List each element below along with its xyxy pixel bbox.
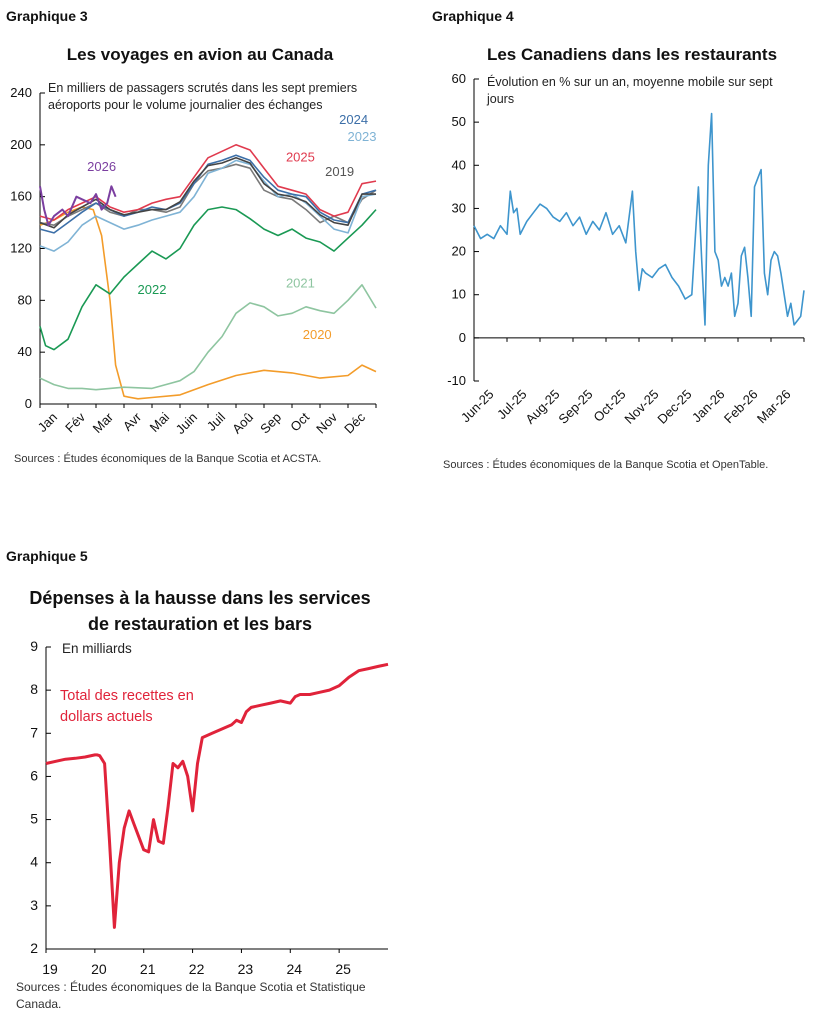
y-tick-label-g4: 30: [452, 200, 466, 215]
series-line-g3-5: [39, 154, 377, 234]
x-tick-label-g5: 21: [140, 961, 156, 977]
y-tick-label-g4: 10: [452, 287, 466, 302]
series-label-g3-3: 2025: [286, 150, 315, 165]
y-tick-label-g5: 3: [30, 897, 38, 913]
series-line-g3-8: [39, 185, 117, 227]
series-label-g3-2: 2023: [348, 129, 377, 144]
series-label-g3-4: 2019: [325, 164, 354, 179]
series-label-g3-1: 2024: [339, 112, 368, 127]
chart-subtitle-g5: En milliards: [62, 641, 132, 656]
y-tick-label-g5: 7: [30, 724, 38, 740]
series-line-g3-7: [39, 157, 376, 229]
chart-subtitle-g4: Évolution en % sur un an, moyenne mobile…: [487, 75, 773, 106]
y-tick-label-g3: 0: [25, 396, 32, 411]
chart-title-g4: Les Canadiens dans les restaurants: [486, 45, 778, 64]
x-tick-label-g5: 19: [42, 961, 58, 977]
y-tick-label-g5: 8: [30, 681, 38, 697]
figure-label-g5: Graphique 5: [6, 548, 88, 564]
y-tick-label-g4: 50: [452, 114, 466, 129]
chart-title-g5: Dépenses à la hausse dans les services d…: [29, 588, 371, 634]
chart-subtitle-g3: En milliers de passagers scrutés dans le…: [48, 81, 358, 112]
x-tick-label-g5: 22: [189, 961, 205, 977]
series-label-g3-5: 2022: [138, 282, 167, 297]
series-label-g3-7: 2020: [303, 327, 332, 342]
y-tick-label-g4: 40: [452, 157, 466, 172]
x-tick-label-g5: 24: [286, 961, 302, 977]
x-tick-label-g5: 23: [238, 961, 254, 977]
series-line-g3-4: [39, 159, 377, 252]
y-tick-label-g3: 80: [18, 292, 32, 307]
series-line-g3-0: [39, 206, 377, 400]
y-tick-label-g5: 2: [30, 940, 38, 956]
y-tick-label-g3: 40: [18, 344, 32, 359]
x-tick-label-g5: 25: [335, 961, 351, 977]
y-tick-label-g4: 20: [452, 244, 466, 259]
y-tick-label-g4: -10: [447, 373, 466, 388]
series-label-g5: Total des recettes en dollars actuels: [60, 688, 194, 725]
figure-label-g3: Graphique 3: [6, 8, 88, 24]
series-label-g3-0: 2026: [87, 159, 116, 174]
chart-source-g5: Sources : Études économiques de la Banqu…: [16, 980, 366, 1011]
y-tick-label-g4: 60: [452, 71, 466, 86]
y-tick-label-g3: 200: [10, 137, 32, 152]
y-tick-label-g5: 6: [30, 767, 38, 783]
y-tick-label-g4: 0: [459, 330, 466, 345]
y-tick-label-g5: 5: [30, 811, 38, 827]
series-line-g5-0: [45, 662, 389, 929]
y-tick-label-g3: 240: [10, 85, 32, 100]
figure-label-g4: Graphique 4: [432, 8, 514, 24]
chart-source-g3: Sources : Études économiques de la Banqu…: [14, 453, 322, 465]
chart-source-g4: Sources : Études économiques de la Banqu…: [443, 459, 769, 471]
chart-title-g3: Les voyages en avion au Canada: [66, 45, 334, 64]
y-tick-label-g5: 4: [30, 854, 38, 870]
x-tick-label-g5: 20: [91, 961, 107, 977]
series-line-g3-2: [39, 206, 377, 351]
series-line-g3-1: [39, 283, 377, 391]
series-line-g4-0: [473, 112, 805, 326]
y-tick-label-g3: 160: [10, 189, 32, 204]
y-tick-label-g3: 120: [10, 241, 32, 256]
series-label-g3-6: 2021: [286, 275, 315, 290]
y-tick-label-g5: 9: [30, 638, 38, 654]
